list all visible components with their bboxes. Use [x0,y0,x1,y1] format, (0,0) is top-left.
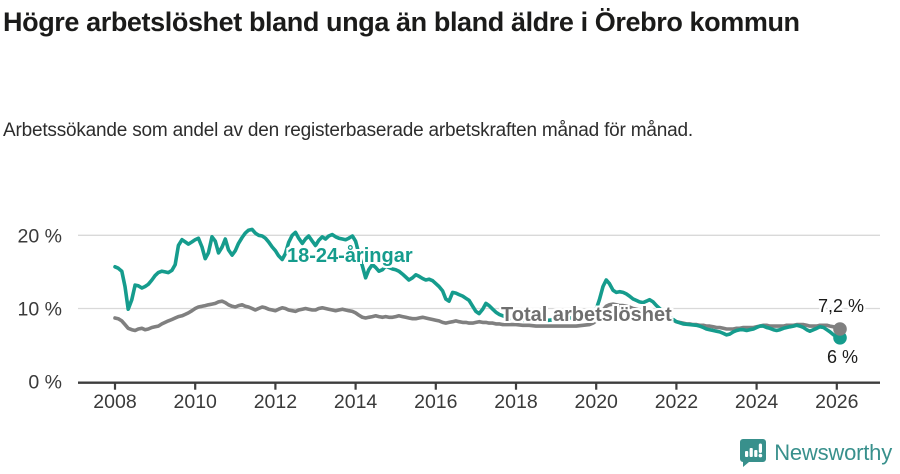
x-tick-label-2020: 2020 [575,391,619,413]
x-tick-label-2008: 2008 [93,391,136,413]
series-label-total: Total arbetslöshet [501,304,672,326]
x-tick-label-2014: 2014 [334,391,378,413]
y-tick-label-10: 10 % [18,299,62,321]
x-tick-label-2022: 2022 [655,391,698,413]
end-value-label-18-24: 6 % [827,347,859,367]
x-tick-label-2010: 2010 [174,391,218,413]
chart-subtitle: Arbetssökande som andel av den registerb… [3,120,693,141]
series-line-total [113,299,842,333]
newsworthy-branding: Newsworthy [739,438,892,468]
end-value-label-total: 7,2 % [818,296,865,316]
end-dot-total [833,322,847,336]
x-tick-label-2024: 2024 [735,391,779,413]
newsworthy-brand-name: Newsworthy [774,440,892,465]
newsworthy-chart-bubble-icon [740,439,767,467]
x-tick-label-2012: 2012 [254,391,297,413]
x-tick-label-2016: 2016 [414,391,457,413]
series-line-18-24 [113,227,842,340]
series-label-18-24: 18-24-åringar [287,245,413,267]
y-tick-label-20: 20 % [18,225,62,247]
x-tick-label-2026: 2026 [815,391,858,413]
y-tick-label-0: 0 % [28,372,62,394]
page-title: Högre arbetslöshet bland unga än bland ä… [3,7,800,37]
x-tick-label-2018: 2018 [494,391,537,413]
